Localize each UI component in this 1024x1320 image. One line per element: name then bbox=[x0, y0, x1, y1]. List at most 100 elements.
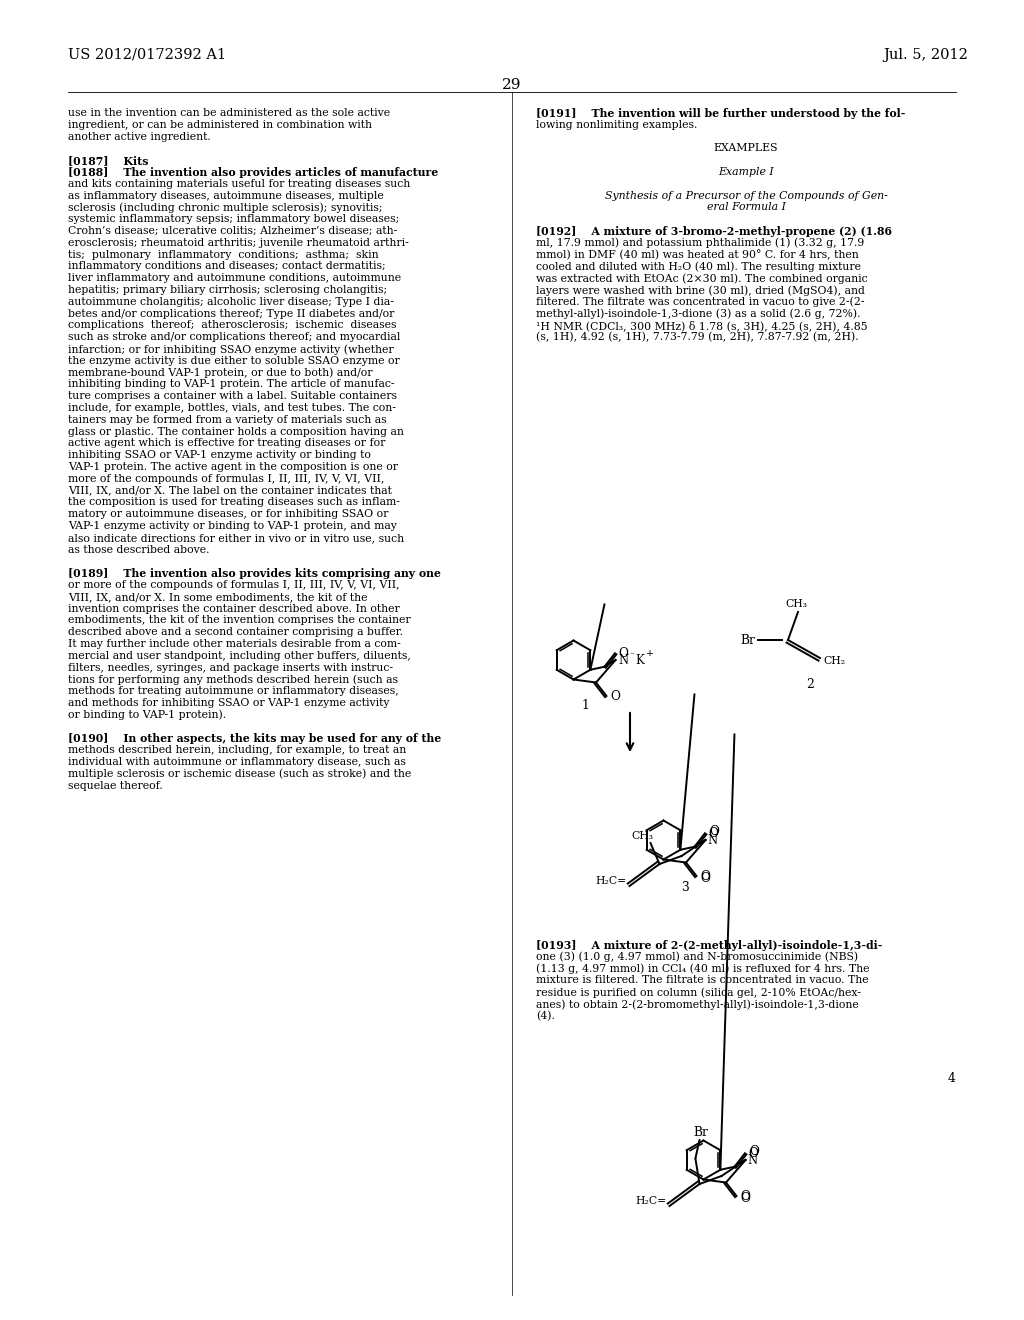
Text: the enzyme activity is due either to soluble SSAO enzyme or: the enzyme activity is due either to sol… bbox=[68, 356, 399, 366]
Text: glass or plastic. The container holds a composition having an: glass or plastic. The container holds a … bbox=[68, 426, 403, 437]
Text: It may further include other materials desirable from a com-: It may further include other materials d… bbox=[68, 639, 400, 649]
Text: mmol) in DMF (40 ml) was heated at 90° C. for 4 hrs, then: mmol) in DMF (40 ml) was heated at 90° C… bbox=[536, 249, 859, 260]
Text: tainers may be formed from a variety of materials such as: tainers may be formed from a variety of … bbox=[68, 414, 387, 425]
Text: US 2012/0172392 A1: US 2012/0172392 A1 bbox=[68, 48, 226, 62]
Text: (s, 1H), 4.92 (s, 1H), 7.73-7.79 (m, 2H), 7.87-7.92 (m, 2H).: (s, 1H), 4.92 (s, 1H), 7.73-7.79 (m, 2H)… bbox=[536, 333, 859, 343]
Text: invention comprises the container described above. In other: invention comprises the container descri… bbox=[68, 603, 399, 614]
Text: EXAMPLES: EXAMPLES bbox=[714, 144, 778, 153]
Text: K: K bbox=[636, 653, 644, 667]
Text: as inflammatory diseases, autoimmune diseases, multiple: as inflammatory diseases, autoimmune dis… bbox=[68, 190, 384, 201]
Text: O: O bbox=[740, 1192, 751, 1204]
Text: O: O bbox=[618, 647, 629, 660]
Text: Br: Br bbox=[740, 634, 755, 647]
Text: matory or autoimmune diseases, or for inhibiting SSAO or: matory or autoimmune diseases, or for in… bbox=[68, 510, 388, 519]
Text: lowing nonlimiting examples.: lowing nonlimiting examples. bbox=[536, 120, 697, 129]
Text: CH₃: CH₃ bbox=[632, 832, 653, 841]
Text: O: O bbox=[749, 1144, 759, 1158]
Text: [0191]    The invention will be further understood by the fol-: [0191] The invention will be further und… bbox=[536, 108, 905, 119]
Text: tis;  pulmonary  inflammatory  conditions;  asthma;  skin: tis; pulmonary inflammatory conditions; … bbox=[68, 249, 379, 260]
Text: [0189]    The invention also provides kits comprising any one: [0189] The invention also provides kits … bbox=[68, 568, 441, 579]
Text: O: O bbox=[610, 689, 620, 702]
Text: ¹H NMR (CDCl₃, 300 MHz) δ 1.78 (s, 3H), 4.25 (s, 2H), 4.85: ¹H NMR (CDCl₃, 300 MHz) δ 1.78 (s, 3H), … bbox=[536, 321, 867, 331]
Text: mixture is filtered. The filtrate is concentrated in vacuo. The: mixture is filtered. The filtrate is con… bbox=[536, 975, 868, 986]
Text: described above and a second container comprising a buffer.: described above and a second container c… bbox=[68, 627, 403, 638]
Text: inhibiting SSAO or VAP-1 enzyme activity or binding to: inhibiting SSAO or VAP-1 enzyme activity… bbox=[68, 450, 371, 461]
Text: VAP-1 enzyme activity or binding to VAP-1 protein, and may: VAP-1 enzyme activity or binding to VAP-… bbox=[68, 521, 397, 531]
Text: filters, needles, syringes, and package inserts with instruc-: filters, needles, syringes, and package … bbox=[68, 663, 393, 673]
Text: and methods for inhibiting SSAO or VAP-1 enzyme activity: and methods for inhibiting SSAO or VAP-1… bbox=[68, 698, 389, 708]
Text: embodiments, the kit of the invention comprises the container: embodiments, the kit of the invention co… bbox=[68, 615, 411, 626]
Text: such as stroke and/or complications thereof; and myocardial: such as stroke and/or complications ther… bbox=[68, 333, 400, 342]
Text: sclerosis (including chronic multiple sclerosis); synovitis;: sclerosis (including chronic multiple sc… bbox=[68, 202, 383, 213]
Text: O: O bbox=[700, 871, 711, 884]
Text: membrane-bound VAP-1 protein, or due to both) and/or: membrane-bound VAP-1 protein, or due to … bbox=[68, 367, 373, 378]
Text: include, for example, bottles, vials, and test tubes. The con-: include, for example, bottles, vials, an… bbox=[68, 403, 396, 413]
Text: individual with autoimmune or inflammatory disease, such as: individual with autoimmune or inflammato… bbox=[68, 756, 406, 767]
Text: Br: Br bbox=[693, 1126, 709, 1138]
Text: sequelae thereof.: sequelae thereof. bbox=[68, 780, 163, 791]
Text: another active ingredient.: another active ingredient. bbox=[68, 132, 211, 141]
Text: Example I: Example I bbox=[718, 168, 774, 177]
Text: (4).: (4). bbox=[536, 1011, 555, 1022]
Text: [0192]    A mixture of 3-bromo-2-methyl-propene (2) (1.86: [0192] A mixture of 3-bromo-2-methyl-pro… bbox=[536, 226, 892, 238]
Text: ⁻: ⁻ bbox=[630, 652, 635, 660]
Text: mercial and user standpoint, including other buffers, diluents,: mercial and user standpoint, including o… bbox=[68, 651, 411, 661]
Text: [0193]    A mixture of 2-(2-methyl-allyl)-isoindole-1,3-di-: [0193] A mixture of 2-(2-methyl-allyl)-i… bbox=[536, 940, 883, 950]
Text: inhibiting binding to VAP-1 protein. The article of manufac-: inhibiting binding to VAP-1 protein. The… bbox=[68, 379, 394, 389]
Text: VIII, IX, and/or X. In some embodiments, the kit of the: VIII, IX, and/or X. In some embodiments,… bbox=[68, 591, 368, 602]
Text: more of the compounds of formulas I, II, III, IV, V, VI, VII,: more of the compounds of formulas I, II,… bbox=[68, 474, 384, 484]
Text: methods for treating autoimmune or inflammatory diseases,: methods for treating autoimmune or infla… bbox=[68, 686, 398, 696]
Text: systemic inflammatory sepsis; inflammatory bowel diseases;: systemic inflammatory sepsis; inflammato… bbox=[68, 214, 399, 224]
Text: methyl-allyl)-isoindole-1,3-dione (3) as a solid (2.6 g, 72%).: methyl-allyl)-isoindole-1,3-dione (3) as… bbox=[536, 309, 860, 319]
Text: O: O bbox=[700, 870, 710, 883]
Text: H₂C=: H₂C= bbox=[596, 876, 627, 886]
Text: O: O bbox=[709, 825, 719, 838]
Text: betes and/or complications thereof; Type II diabetes and/or: betes and/or complications thereof; Type… bbox=[68, 309, 394, 318]
Text: erosclerosis; rheumatoid arthritis; juvenile rheumatoid arthri-: erosclerosis; rheumatoid arthritis; juve… bbox=[68, 238, 409, 248]
Text: VIII, IX, and/or X. The label on the container indicates that: VIII, IX, and/or X. The label on the con… bbox=[68, 486, 392, 495]
Text: ml, 17.9 mmol) and potassium phthalimide (1) (3.32 g, 17.9: ml, 17.9 mmol) and potassium phthalimide… bbox=[536, 238, 864, 248]
Text: complications  thereof;  atherosclerosis;  ischemic  diseases: complications thereof; atherosclerosis; … bbox=[68, 321, 396, 330]
Text: and kits containing materials useful for treating diseases such: and kits containing materials useful for… bbox=[68, 178, 411, 189]
Text: [0190]    In other aspects, the kits may be used for any of the: [0190] In other aspects, the kits may be… bbox=[68, 734, 441, 744]
Text: O: O bbox=[709, 826, 719, 840]
Text: CH₃: CH₃ bbox=[785, 599, 807, 609]
Text: N: N bbox=[748, 1154, 758, 1167]
Text: anes) to obtain 2-(2-bromomethyl-allyl)-isoindole-1,3-dione: anes) to obtain 2-(2-bromomethyl-allyl)-… bbox=[536, 999, 859, 1010]
Text: infarction; or for inhibiting SSAO enzyme activity (whether: infarction; or for inhibiting SSAO enzym… bbox=[68, 345, 393, 355]
Text: use in the invention can be administered as the sole active: use in the invention can be administered… bbox=[68, 108, 390, 117]
Text: autoimmune cholangitis; alcoholic liver disease; Type I dia-: autoimmune cholangitis; alcoholic liver … bbox=[68, 297, 394, 306]
Text: also indicate directions for either in vivo or in vitro use, such: also indicate directions for either in v… bbox=[68, 533, 404, 543]
Text: multiple sclerosis or ischemic disease (such as stroke) and the: multiple sclerosis or ischemic disease (… bbox=[68, 768, 412, 779]
Text: [0187]    Kits: [0187] Kits bbox=[68, 156, 148, 166]
Text: active agent which is effective for treating diseases or for: active agent which is effective for trea… bbox=[68, 438, 385, 449]
Text: as those described above.: as those described above. bbox=[68, 545, 210, 554]
Text: hepatitis; primary biliary cirrhosis; sclerosing cholangitis;: hepatitis; primary biliary cirrhosis; sc… bbox=[68, 285, 387, 294]
Text: was extracted with EtOAc (2×30 ml). The combined organic: was extracted with EtOAc (2×30 ml). The … bbox=[536, 273, 867, 284]
Text: [0188]    The invention also provides articles of manufacture: [0188] The invention also provides artic… bbox=[68, 168, 438, 178]
Text: 4: 4 bbox=[948, 1072, 956, 1085]
Text: Synthesis of a Precursor of the Compounds of Gen-: Synthesis of a Precursor of the Compound… bbox=[604, 190, 888, 201]
Text: O: O bbox=[740, 1189, 750, 1203]
Text: 3: 3 bbox=[681, 880, 689, 894]
Text: ingredient, or can be administered in combination with: ingredient, or can be administered in co… bbox=[68, 120, 372, 129]
Text: or binding to VAP-1 protein).: or binding to VAP-1 protein). bbox=[68, 710, 226, 721]
Text: Crohn’s disease; ulcerative colitis; Alzheimer’s disease; ath-: Crohn’s disease; ulcerative colitis; Alz… bbox=[68, 226, 397, 236]
Text: tions for performing any methods described herein (such as: tions for performing any methods describ… bbox=[68, 675, 398, 685]
Text: filtered. The filtrate was concentrated in vacuo to give 2-(2-: filtered. The filtrate was concentrated … bbox=[536, 297, 864, 308]
Text: or more of the compounds of formulas I, II, III, IV, V, VI, VII,: or more of the compounds of formulas I, … bbox=[68, 579, 399, 590]
Text: O: O bbox=[749, 1147, 759, 1160]
Text: inflammatory conditions and diseases; contact dermatitis;: inflammatory conditions and diseases; co… bbox=[68, 261, 386, 272]
Text: residue is purified on column (silica gel, 2-10% EtOAc/hex-: residue is purified on column (silica ge… bbox=[536, 987, 861, 998]
Text: Jul. 5, 2012: Jul. 5, 2012 bbox=[883, 48, 968, 62]
Text: cooled and diluted with H₂O (40 ml). The resulting mixture: cooled and diluted with H₂O (40 ml). The… bbox=[536, 261, 861, 272]
Text: 2: 2 bbox=[806, 678, 814, 690]
Text: one (3) (1.0 g, 4.97 mmol) and N-bromosuccinimide (NBS): one (3) (1.0 g, 4.97 mmol) and N-bromosu… bbox=[536, 952, 858, 962]
Text: VAP-1 protein. The active agent in the composition is one or: VAP-1 protein. The active agent in the c… bbox=[68, 462, 398, 473]
Text: N: N bbox=[708, 833, 718, 846]
Text: layers were washed with brine (30 ml), dried (MgSO4), and: layers were washed with brine (30 ml), d… bbox=[536, 285, 865, 296]
Text: H₂C=: H₂C= bbox=[636, 1196, 667, 1206]
Text: liver inflammatory and autoimmune conditions, autoimmune: liver inflammatory and autoimmune condit… bbox=[68, 273, 401, 284]
Text: CH₂: CH₂ bbox=[823, 656, 845, 667]
Text: N: N bbox=[618, 653, 629, 667]
